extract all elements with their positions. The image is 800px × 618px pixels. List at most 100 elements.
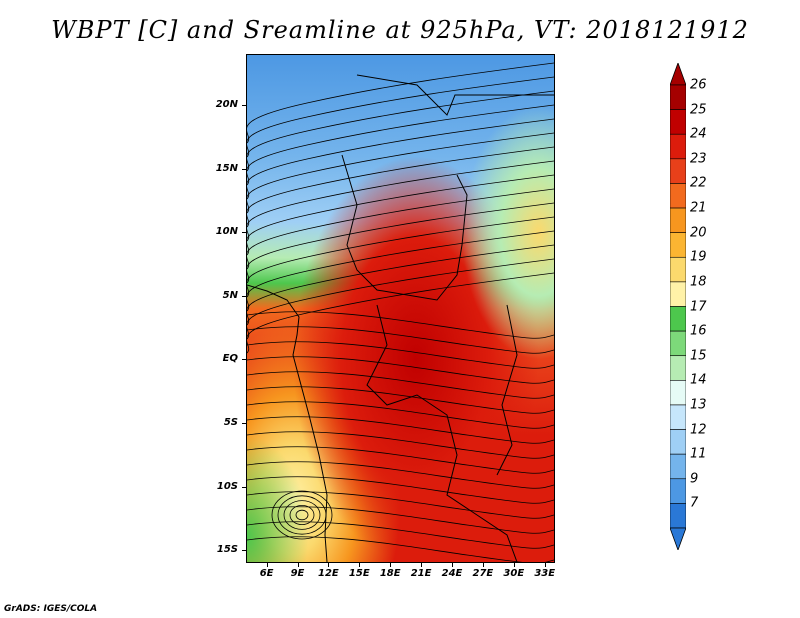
- streamline: [247, 202, 554, 284]
- streamline: [295, 509, 309, 521]
- colorbar-segment: [670, 404, 686, 430]
- streamline: [247, 446, 554, 474]
- streamline: [247, 326, 554, 354]
- streamline: [247, 536, 554, 562]
- lon-tick: [390, 563, 392, 567]
- colorbar-label: 23: [690, 151, 707, 167]
- lon-label: 21E: [410, 568, 432, 579]
- lon-label: 30E: [503, 568, 525, 579]
- lat-label: 10N: [215, 226, 238, 238]
- lon-tick: [266, 563, 268, 567]
- colorbar-segment: [670, 281, 686, 307]
- colorbar-label: 16: [690, 323, 707, 339]
- colorbar-label: 19: [690, 249, 707, 265]
- colorbar-segment: [670, 133, 686, 160]
- streamline: [283, 500, 321, 530]
- colorbar-segment: [670, 84, 686, 110]
- streamline: [247, 272, 554, 354]
- streamline: [271, 490, 333, 540]
- lon-tick: [482, 563, 484, 567]
- lat-label: 5S: [223, 417, 238, 429]
- streamline: [247, 461, 554, 489]
- lon-label: 33E: [534, 568, 556, 579]
- lon-tick: [544, 563, 546, 567]
- colorbar-label: 14: [690, 372, 707, 388]
- colorbar-label: 20: [690, 225, 707, 241]
- colorbar-label: 9: [690, 471, 699, 487]
- lat-label: EQ: [222, 353, 238, 365]
- streamline: [247, 132, 554, 214]
- lon-label: 24E: [441, 568, 463, 579]
- streamline: [247, 244, 554, 326]
- colorbar-label: 21: [690, 200, 707, 216]
- lon-label: 27E: [472, 568, 494, 579]
- streamline: [247, 104, 554, 186]
- lat-tick: [242, 104, 246, 106]
- coastline-west: [247, 284, 328, 562]
- streamline: [247, 62, 554, 144]
- lat-label: 10S: [216, 480, 238, 492]
- colorbar-label: 15: [690, 348, 707, 364]
- streamline: [247, 118, 554, 200]
- country-borders: [247, 74, 554, 562]
- colorbar-segment: [670, 330, 686, 357]
- lon-label: 15E: [348, 568, 370, 579]
- lon-label: 18E: [379, 568, 401, 579]
- lat-tick: [242, 359, 246, 361]
- streamline: [247, 76, 554, 158]
- border-sahel: [341, 154, 468, 301]
- lon-tick: [452, 563, 453, 567]
- chart-title: WBPT [C] and Sreamline at 925hPa, VT: 20…: [51, 16, 749, 44]
- streamline: [247, 160, 554, 242]
- colorbar-segment: [670, 109, 686, 135]
- border-central: [366, 304, 518, 562]
- lon-label: 12E: [318, 568, 339, 579]
- colorbar-segment: [670, 158, 686, 184]
- colorbar-segment: [670, 453, 686, 480]
- colorbar-label: 7: [690, 495, 699, 511]
- lat-label: 15S: [216, 544, 238, 556]
- streamline: [247, 476, 554, 504]
- lon-tick: [513, 563, 515, 567]
- colorbar-label: 22: [690, 175, 707, 191]
- lon-tick: [328, 563, 330, 567]
- border-east: [496, 304, 518, 476]
- streamline: [247, 230, 554, 312]
- streamline: [247, 431, 554, 459]
- colorbar-segment: [670, 355, 686, 381]
- lat-tick: [242, 550, 246, 552]
- colorbar-segment: [670, 380, 686, 406]
- streamline: [247, 174, 554, 256]
- border-north-block: [356, 74, 554, 116]
- colorbar-segment: [670, 503, 686, 529]
- lat-label: 20N: [215, 98, 238, 110]
- map-plot: [247, 55, 554, 562]
- lat-tick: [242, 232, 246, 234]
- colorbar-label: 17: [690, 299, 707, 314]
- streamline: [247, 188, 554, 270]
- streamline: [289, 505, 315, 525]
- lat-label: 15N: [215, 162, 238, 174]
- colorbar-segment: [670, 256, 686, 283]
- streamline: [247, 356, 554, 384]
- colorbar-label: 11: [690, 446, 707, 462]
- streamline: [247, 386, 554, 414]
- streamline: [247, 521, 554, 549]
- lat-tick: [242, 295, 246, 297]
- lat-label: 5N: [222, 289, 238, 301]
- credit-footer: GrADS: IGES/COLA: [4, 604, 98, 614]
- lon-tick: [297, 563, 299, 567]
- lon-tick: [421, 563, 423, 567]
- colorbar-segment: [670, 183, 686, 209]
- colorbar-label: 13: [690, 397, 707, 413]
- streamline: [247, 341, 554, 369]
- streamline: [247, 416, 554, 444]
- colorbar-bottom-arrow: [670, 527, 686, 550]
- colorbar-label: 12: [690, 422, 707, 438]
- lon-label: 6E: [259, 568, 274, 579]
- lon-tick: [359, 563, 361, 567]
- streamline: [247, 311, 554, 339]
- colorbar-top-arrow: [670, 63, 686, 86]
- lat-tick: [242, 423, 246, 425]
- colorbar: [670, 63, 686, 550]
